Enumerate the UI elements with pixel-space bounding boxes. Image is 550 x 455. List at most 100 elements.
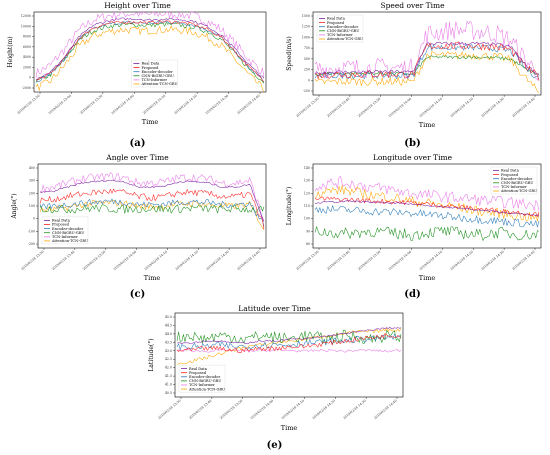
y-tick-label: 40.5 [165, 391, 172, 395]
y-tick-label: 750 [304, 46, 310, 50]
legend-box [316, 14, 364, 43]
caption-b: (b) [404, 138, 421, 149]
legend-label: Real Data [327, 17, 346, 21]
legend-label: Real Data [189, 367, 208, 371]
panel-longitude: Longitude over Time 140 130 120 110 100 90 80 2… [275, 152, 550, 302]
legend-box [41, 216, 89, 245]
y-tick-label: 400 [29, 166, 35, 170]
y-tick-label: 130 [304, 179, 310, 183]
series-line-real-data [314, 41, 540, 75]
series-line-tcn-informer [314, 176, 540, 211]
y-tick-label: 45.0 [165, 315, 172, 319]
series-line-encoder-decoder [39, 198, 265, 227]
legend: Real DataProposedEncoder-decoderCNN-BiGR… [41, 216, 89, 245]
legend-box [131, 59, 178, 88]
panel-latitude: Latitude over Time 45.0 44.5 44.0 43.5 43.0 4… [137, 303, 412, 455]
legend-label: Proposed [189, 371, 207, 375]
y-tick-label: 1000 [302, 35, 310, 39]
y-tick-label: 6000 [23, 45, 31, 49]
legend-label: Attention-TCN-GRU [51, 239, 88, 243]
y-tick-label: 41.5 [165, 374, 172, 378]
legend-label: Encoder-decoder [327, 25, 359, 29]
legend-label: Proposed [52, 223, 70, 227]
y-tick-label: 44.5 [165, 323, 172, 327]
y-tick-label: 1500 [302, 14, 310, 18]
x-tick-label: 2019/02/18 14:30 [342, 399, 366, 420]
caption-a: (a) [129, 138, 146, 149]
x-tick-label: 2019/02/18 14:40 [373, 399, 397, 420]
x-tick-label: 2019/02/18 13:50 [82, 250, 106, 271]
panel-height: Height over Time 12000 10000 8000 6000 4000 2… [0, 0, 275, 150]
caption-d: (d) [404, 289, 421, 300]
x-tick-label: 2019/02/18 13:40 [188, 399, 212, 420]
series-line-proposed [176, 333, 402, 353]
legend-label: CNN-BiGRU-GRU [327, 29, 359, 33]
y-tick-label: 120 [304, 191, 310, 195]
x-tick-label: 2019/02/18 14:00 [388, 250, 412, 271]
chart-latitude: 45.0 44.5 44.0 43.5 43.0 42.5 42.0 41.5 41.0 40.5… [148, 312, 404, 432]
legend-label: CNN-BiGRU-GRU [189, 379, 221, 383]
y-tick-label: 2000 [23, 65, 31, 69]
y-tick-label: -250 [303, 89, 310, 93]
x-tick-label: 2019/02/18 14:00 [388, 97, 412, 118]
legend-label: Encoder-decoder [189, 375, 221, 379]
y-axis-label: Angle(°) [11, 193, 18, 219]
series-line-real-data [314, 200, 540, 217]
legend-label: TCN-Informer [501, 185, 527, 189]
legend-label: CNN-BiGRU-GRU [52, 231, 84, 235]
x-tick-label: 2019/02/18 14:20 [449, 250, 473, 271]
y-tick-label: 110 [304, 204, 310, 208]
series-line-proposed [314, 196, 540, 218]
series-line-tcn-informer [39, 172, 265, 222]
x-tick-label: 2019/02/18 14:30 [205, 250, 229, 271]
x-axis-label: Time [281, 424, 298, 432]
legend-label: Encoder-decoder [141, 70, 173, 74]
y-tick-label: 42.5 [165, 357, 172, 361]
series-line-cnn-bigru-gru [35, 22, 265, 84]
x-tick-label: 2019/02/18 13:30 [295, 97, 319, 118]
caption-e: (e) [266, 440, 283, 451]
x-tick-label: 2019/02/18 14:10 [419, 250, 443, 271]
series-line-real-data [177, 326, 402, 344]
y-tick-label: 140 [304, 166, 310, 170]
x-tick-label: 2019/02/18 14:40 [236, 250, 260, 271]
legend-label: Encoder-decoder [52, 227, 84, 231]
x-tick-label: 2019/02/18 14:30 [205, 94, 229, 115]
chart-speed: 1500 1250 1000 750 500 250 0 -250 2019/02/18 13:… [286, 11, 542, 129]
chart-title-angle: Angle over Time [106, 153, 169, 162]
legend-label: Attention-TCN-GRU [188, 387, 225, 391]
y-tick-label: 500 [304, 57, 310, 61]
y-tick-label: -200 [28, 242, 35, 246]
plot-frame [174, 312, 404, 398]
y-tick-label: 0 [33, 217, 35, 221]
y-axis-label: Latitude(°) [148, 338, 155, 371]
chart-height: 12000 10000 8000 6000 4000 2000 0 -2000 2019/02/… [7, 11, 267, 126]
legend-label: Attention-TCN-GRU [500, 189, 537, 193]
legend-label: Proposed [327, 21, 345, 25]
x-tick-label: 2019/02/18 13:30 [20, 250, 44, 271]
series-line-proposed [39, 188, 265, 230]
legend-label: TCN-Informer [189, 383, 215, 387]
y-tick-label: 1250 [302, 25, 310, 29]
y-tick-label: 80 [306, 242, 310, 246]
legend-label: Encoder-decoder [501, 177, 533, 181]
x-axis-label: Time [419, 121, 436, 129]
legend: Real DataProposedEncoder-decoderCNN-BiGR… [178, 364, 226, 393]
series-line-attention-tcn-gru [35, 25, 265, 93]
x-tick-label: 2019/02/18 13:40 [51, 250, 75, 271]
y-tick-label: 42.0 [165, 366, 172, 370]
legend-label: TCN-Informer [327, 33, 353, 37]
x-tick-label: 2019/02/18 13:50 [219, 399, 243, 420]
panel-speed: Speed over Time 1500 1250 1000 750 500 250 0 -2… [275, 0, 550, 150]
legend: Real DataProposedEncoder-decoderCNN-BiGR… [316, 14, 364, 43]
x-tick-label: 2019/02/18 14:10 [144, 250, 168, 271]
chart-angle: 400 300 200 100 0 -100 -200 2019/02/18 13:30 201… [11, 163, 267, 282]
panel-angle: Angle over Time 400 300 200 100 0 -100 -200 201… [0, 152, 275, 302]
x-tick-label: 2019/02/18 14:20 [173, 94, 197, 115]
series-line-real-data [35, 17, 265, 80]
x-tick-label: 2019/02/18 13:50 [357, 250, 381, 271]
x-tick-label: 2019/02/18 13:30 [295, 250, 319, 271]
series-line-cnn-bigru-gru [39, 204, 265, 214]
x-tick-label: 2019/02/18 13:50 [79, 94, 103, 115]
y-axis-label: Height(m) [7, 36, 14, 67]
